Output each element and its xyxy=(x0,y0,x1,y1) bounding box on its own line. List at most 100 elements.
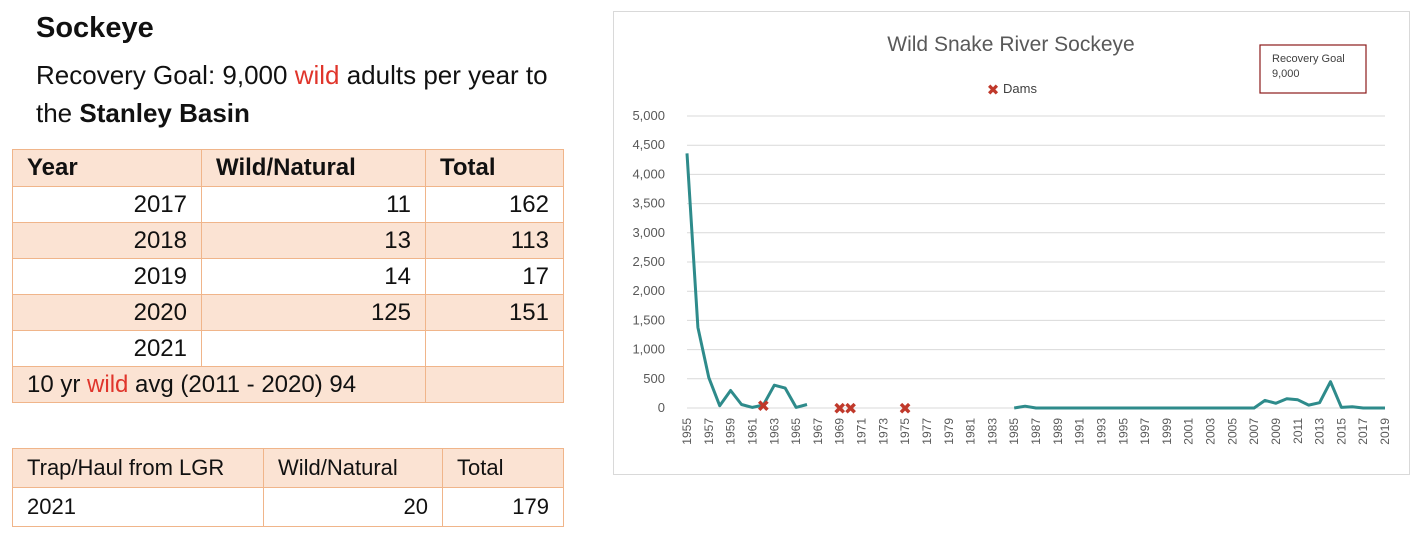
table-header-row: Trap/Haul from LGR Wild/Natural Total xyxy=(12,448,564,488)
x-tick-label: 1995 xyxy=(1116,418,1130,445)
cell-total xyxy=(425,330,564,367)
avg-suffix: avg (2011 - 2020) 94 xyxy=(128,370,357,398)
trap-haul-table: Trap/Haul from LGR Wild/Natural Total 20… xyxy=(12,448,564,527)
table-row: 2021 20 179 xyxy=(12,487,564,527)
chart-title: Wild Snake River Sockeye xyxy=(887,33,1134,56)
x-tick-label: 1989 xyxy=(1051,418,1065,445)
x-tick-label: 1997 xyxy=(1138,418,1152,445)
x-tick-label: 1965 xyxy=(789,418,803,445)
x-tick-label: 2013 xyxy=(1313,418,1327,445)
recovery-goal-label: Recovery Goal xyxy=(1272,53,1345,65)
x-tick-label: 1971 xyxy=(855,418,869,445)
dams-legend-label: Dams xyxy=(1003,81,1037,96)
x-tick-label: 1979 xyxy=(942,418,956,445)
col-header-year: Year xyxy=(12,149,202,187)
x-tick-label: 1969 xyxy=(833,418,847,445)
plot-area: 0 500 1,000 1,500 2,000 2,500 3,000 3,500 4,000 4… xyxy=(632,108,1392,445)
x-tick-label: 1977 xyxy=(920,418,934,445)
goal-prefix: Recovery Goal: 9,000 xyxy=(36,60,295,90)
cell-wild: 13 xyxy=(201,222,426,259)
y-tick-label: 0 xyxy=(658,400,665,415)
table-row: 2019 14 17 xyxy=(12,258,564,295)
x-tick-label: 1991 xyxy=(1073,418,1087,445)
x-tick-label: 1987 xyxy=(1029,418,1043,445)
x-tick-label: 2009 xyxy=(1269,418,1283,445)
col-header-total: Total xyxy=(442,448,564,488)
x-tick-label: 1985 xyxy=(1007,418,1021,445)
x-tick-label: 2019 xyxy=(1378,418,1392,445)
goal-place: Stanley Basin xyxy=(79,98,250,128)
cell-wild: 20 xyxy=(263,487,443,527)
cell-year: 2017 xyxy=(12,186,202,223)
recovery-goal-value: 9,000 xyxy=(1272,68,1300,80)
x-tick-label: 2015 xyxy=(1334,418,1348,445)
x-tick-label: 1981 xyxy=(964,418,978,445)
x-tick-label: 2001 xyxy=(1182,418,1196,445)
x-tick-label: 1999 xyxy=(1160,418,1174,445)
cell-year: 2021 xyxy=(12,330,202,367)
x-tick-label: 2007 xyxy=(1247,418,1261,445)
x-tick-label: 1983 xyxy=(985,418,999,445)
x-tick-label: 2017 xyxy=(1356,418,1370,445)
cell-year: 2018 xyxy=(12,222,202,259)
x-tick-label: 1961 xyxy=(745,418,759,445)
dam-marker: ✖ xyxy=(844,401,857,418)
cell-total: 179 xyxy=(442,487,564,527)
table-row: 2018 13 113 xyxy=(12,222,564,259)
cell-total: 113 xyxy=(425,222,564,259)
x-tick-label: 1967 xyxy=(811,418,825,445)
x-tick-label: 1975 xyxy=(898,418,912,445)
cell-year: 2021 xyxy=(12,487,264,527)
y-tick-label: 2,000 xyxy=(632,283,665,298)
cell-year: 2019 xyxy=(12,258,202,295)
series-line xyxy=(685,153,808,409)
y-tick-label: 1,500 xyxy=(632,312,665,327)
cell-total: 17 xyxy=(425,258,564,295)
y-tick-label: 3,500 xyxy=(632,196,665,211)
x-tick-label: 1973 xyxy=(876,418,890,445)
goal-suffix: adults per year to the xyxy=(36,60,548,128)
col-header-total: Total xyxy=(425,149,564,187)
y-tick-label: 4,500 xyxy=(632,137,665,152)
y-tick-label: 500 xyxy=(643,371,665,386)
dam-marker: ✖ xyxy=(833,401,846,418)
cell-total: 151 xyxy=(425,294,564,331)
dams-legend: ✖ Dams xyxy=(987,81,1038,99)
avg-prefix: 10 yr xyxy=(27,370,88,398)
y-tick-label: 5,000 xyxy=(632,108,665,123)
y-tick-label: 3,000 xyxy=(632,225,665,240)
x-tick-label: 1957 xyxy=(702,418,716,445)
y-tick-label: 2,500 xyxy=(632,254,665,269)
goal-wild-word: wild xyxy=(294,60,340,90)
returns-table: Year Wild/Natural Total 2017 11 162 2018… xyxy=(12,149,564,403)
table-header-row: Year Wild/Natural Total xyxy=(12,149,564,187)
recovery-goal-text: Recovery Goal: 9,000 wild adults per yea… xyxy=(36,56,556,132)
cell-year: 2020 xyxy=(12,294,202,331)
dams-legend-marker: ✖ xyxy=(987,82,1000,99)
x-tick-label: 1993 xyxy=(1094,418,1108,445)
table-row-average: 10 yr wild avg (2011 - 2020) 94 xyxy=(12,366,564,403)
col-header-trap: Trap/Haul from LGR xyxy=(12,448,264,488)
x-tick-label: 1959 xyxy=(724,418,738,445)
recovery-goal-annotation: Recovery Goal 9,000 xyxy=(1259,44,1367,94)
ten-year-average: 10 yr wild avg (2011 - 2020) 94 xyxy=(12,366,426,403)
cell-wild: 11 xyxy=(201,186,426,223)
y-tick-label: 4,000 xyxy=(632,166,665,181)
col-header-wild: Wild/Natural xyxy=(263,448,443,488)
cell-wild: 125 xyxy=(201,294,426,331)
dam-marker: ✖ xyxy=(898,401,911,418)
cell-wild xyxy=(201,330,426,367)
x-tick-label: 1963 xyxy=(767,418,781,445)
cell-empty xyxy=(425,366,564,403)
x-tick-label: 1955 xyxy=(680,418,694,445)
sockeye-chart: Wild Snake River Sockeye ✖ Dams Recovery… xyxy=(613,11,1410,475)
dam-marker: ✖ xyxy=(757,399,770,416)
x-tick-label: 2003 xyxy=(1204,418,1218,445)
cell-total: 162 xyxy=(425,186,564,223)
table-row: 2017 11 162 xyxy=(12,186,564,223)
page-title: Sockeye xyxy=(36,12,154,44)
series-line xyxy=(1013,380,1385,410)
chart-svg: Wild Snake River Sockeye ✖ Dams Recovery… xyxy=(632,33,1392,445)
cell-wild: 14 xyxy=(201,258,426,295)
table-row: 2021 xyxy=(12,330,564,367)
